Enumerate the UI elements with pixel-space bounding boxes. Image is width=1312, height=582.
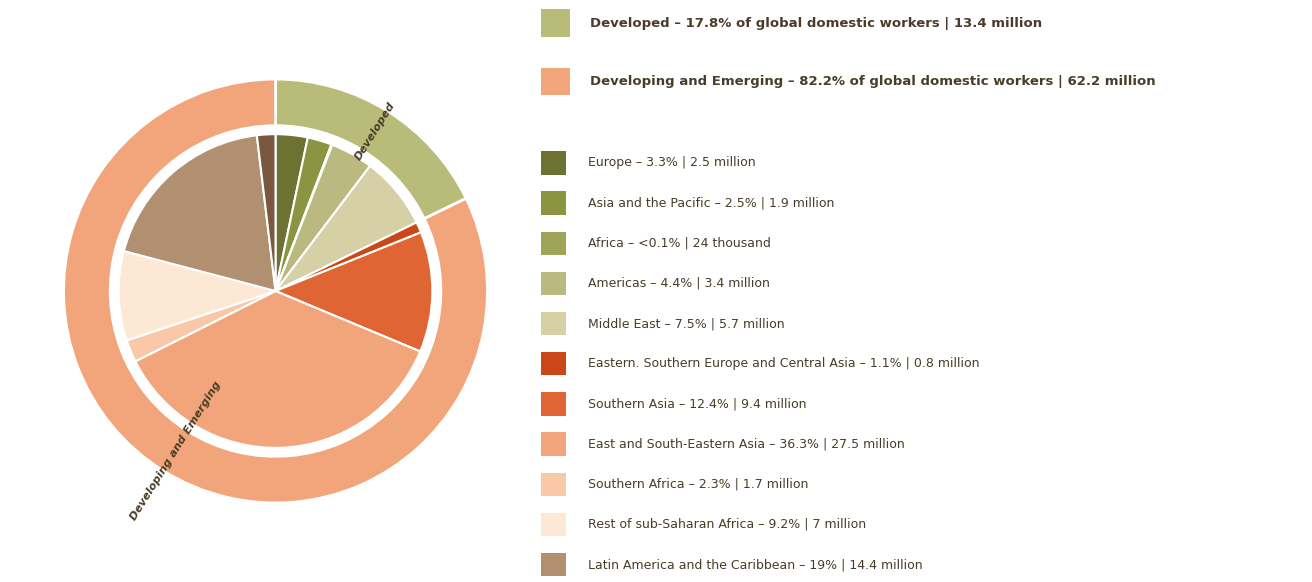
Wedge shape [135,291,420,448]
Text: Developed: Developed [354,100,398,162]
Bar [541,9,571,37]
Text: Southern Asia – 12.4% | 9.4 million: Southern Asia – 12.4% | 9.4 million [588,398,807,410]
Bar [541,392,565,416]
Text: Developing and Emerging – 82.2% of global domestic workers | 62.2 million: Developing and Emerging – 82.2% of globa… [590,75,1156,88]
Bar [541,553,565,576]
Bar [541,232,565,255]
Wedge shape [276,145,370,291]
Bar [541,432,565,456]
Wedge shape [63,79,488,503]
Wedge shape [276,134,308,291]
Bar [541,473,565,496]
Wedge shape [257,134,276,291]
Bar [541,272,565,295]
Wedge shape [127,291,276,361]
Wedge shape [276,232,433,352]
Bar [541,352,565,375]
Wedge shape [276,144,332,291]
Wedge shape [276,222,421,291]
Wedge shape [276,79,466,219]
Text: Africa – <0.1% | 24 thousand: Africa – <0.1% | 24 thousand [588,237,770,250]
Text: Asia and the Pacific – 2.5% | 1.9 million: Asia and the Pacific – 2.5% | 1.9 millio… [588,197,834,210]
Text: Europe – 3.3% | 2.5 million: Europe – 3.3% | 2.5 million [588,157,756,169]
Text: Middle East – 7.5% | 5.7 million: Middle East – 7.5% | 5.7 million [588,317,785,330]
Text: Southern Africa – 2.3% | 1.7 million: Southern Africa – 2.3% | 1.7 million [588,478,808,491]
Bar [541,151,565,175]
Text: Developing and Emerging: Developing and Emerging [129,379,223,522]
Wedge shape [276,166,417,291]
Wedge shape [118,251,276,340]
Bar [541,312,565,335]
Bar [541,191,565,215]
Wedge shape [123,135,276,291]
Bar [541,68,571,95]
Bar [541,513,565,536]
Text: East and South-Eastern Asia – 36.3% | 27.5 million: East and South-Eastern Asia – 36.3% | 27… [588,438,904,450]
Text: Americas – 4.4% | 3.4 million: Americas – 4.4% | 3.4 million [588,277,770,290]
Text: Rest of sub-Saharan Africa – 9.2% | 7 million: Rest of sub-Saharan Africa – 9.2% | 7 mi… [588,518,866,531]
Text: Eastern. Southern Europe and Central Asia – 1.1% | 0.8 million: Eastern. Southern Europe and Central Asi… [588,357,979,370]
Text: Developed – 17.8% of global domestic workers | 13.4 million: Developed – 17.8% of global domestic wor… [590,17,1042,30]
Wedge shape [276,137,332,291]
Text: Latin America and the Caribbean – 19% | 14.4 million: Latin America and the Caribbean – 19% | … [588,558,922,571]
